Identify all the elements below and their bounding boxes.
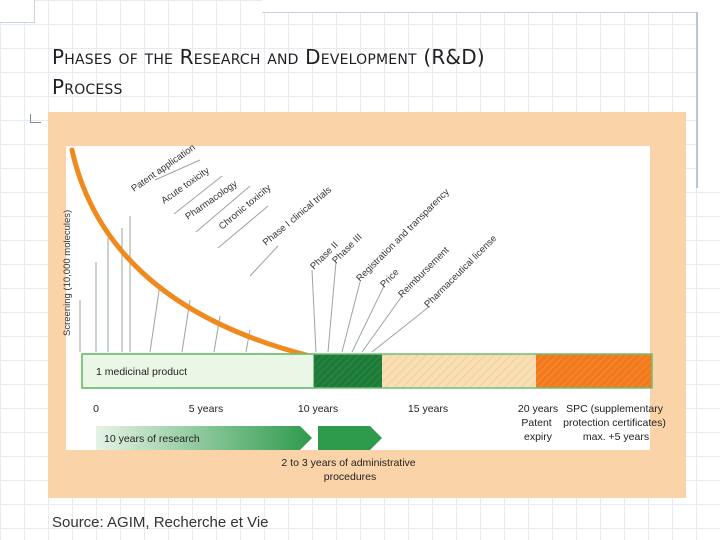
spc-line: SPC (supplementary xyxy=(566,403,664,415)
bar-label: 1 medicinal product xyxy=(96,366,187,378)
research-arrow xyxy=(96,426,312,450)
admin-line: 2 to 3 years of administrative xyxy=(281,457,415,469)
phase-label-registration: Registration and transparency xyxy=(354,187,452,285)
research-arrow-label: 10 years of research xyxy=(104,433,200,445)
patent-segment xyxy=(382,354,536,388)
admin-line: procedures xyxy=(324,471,377,483)
y-axis-label: Screening (10,000 molecules) xyxy=(62,210,73,336)
corner-box xyxy=(0,0,35,23)
phase-label-phase-i: Phase I clinical trials xyxy=(261,184,334,248)
patent-expiry-line: expiry xyxy=(524,431,553,443)
figure-inner xyxy=(66,146,650,450)
tick-10: 10 years xyxy=(298,403,338,415)
tick-20: 20 years xyxy=(518,403,558,415)
slide-title-line2: Process xyxy=(52,75,123,99)
admin-segment xyxy=(314,354,382,388)
timeline-ticks: 0 5 years 10 years 15 years 20 years xyxy=(93,403,558,415)
screening-curve xyxy=(69,147,313,359)
patent-expiry-label: Patent expiry xyxy=(521,417,554,443)
guide-lines xyxy=(79,159,431,353)
tick-15: 15 years xyxy=(408,403,448,415)
spc-line: protection certificates) xyxy=(563,417,666,429)
top-band xyxy=(262,0,720,13)
phase-label-pharmaceutical-license: Pharmaceutical license xyxy=(422,233,499,310)
spc-label: SPC (supplementary protection certificat… xyxy=(563,403,669,443)
slide-title: Phases of the Research and Development (… xyxy=(52,42,692,102)
right-strip xyxy=(696,12,720,188)
admin-label: 2 to 3 years of administrative procedure… xyxy=(281,457,418,483)
source-caption: Source: AGIM, Recherche et Vie xyxy=(52,514,269,531)
spc-line: max. +5 years xyxy=(583,431,649,443)
left-mark xyxy=(30,114,41,123)
phase-label-price: Price xyxy=(378,267,401,290)
timeline-bar xyxy=(81,353,653,389)
tick-5: 5 years xyxy=(189,403,223,415)
phase-labels: Patent application Acute toxicity Pharma… xyxy=(129,142,499,310)
slide-title-line1: Phases of the Research and Development (… xyxy=(52,45,485,69)
spc-segment xyxy=(536,354,652,388)
tick-0: 0 xyxy=(93,403,99,415)
admin-arrow xyxy=(318,426,382,450)
patent-expiry-line: Patent xyxy=(521,417,551,429)
